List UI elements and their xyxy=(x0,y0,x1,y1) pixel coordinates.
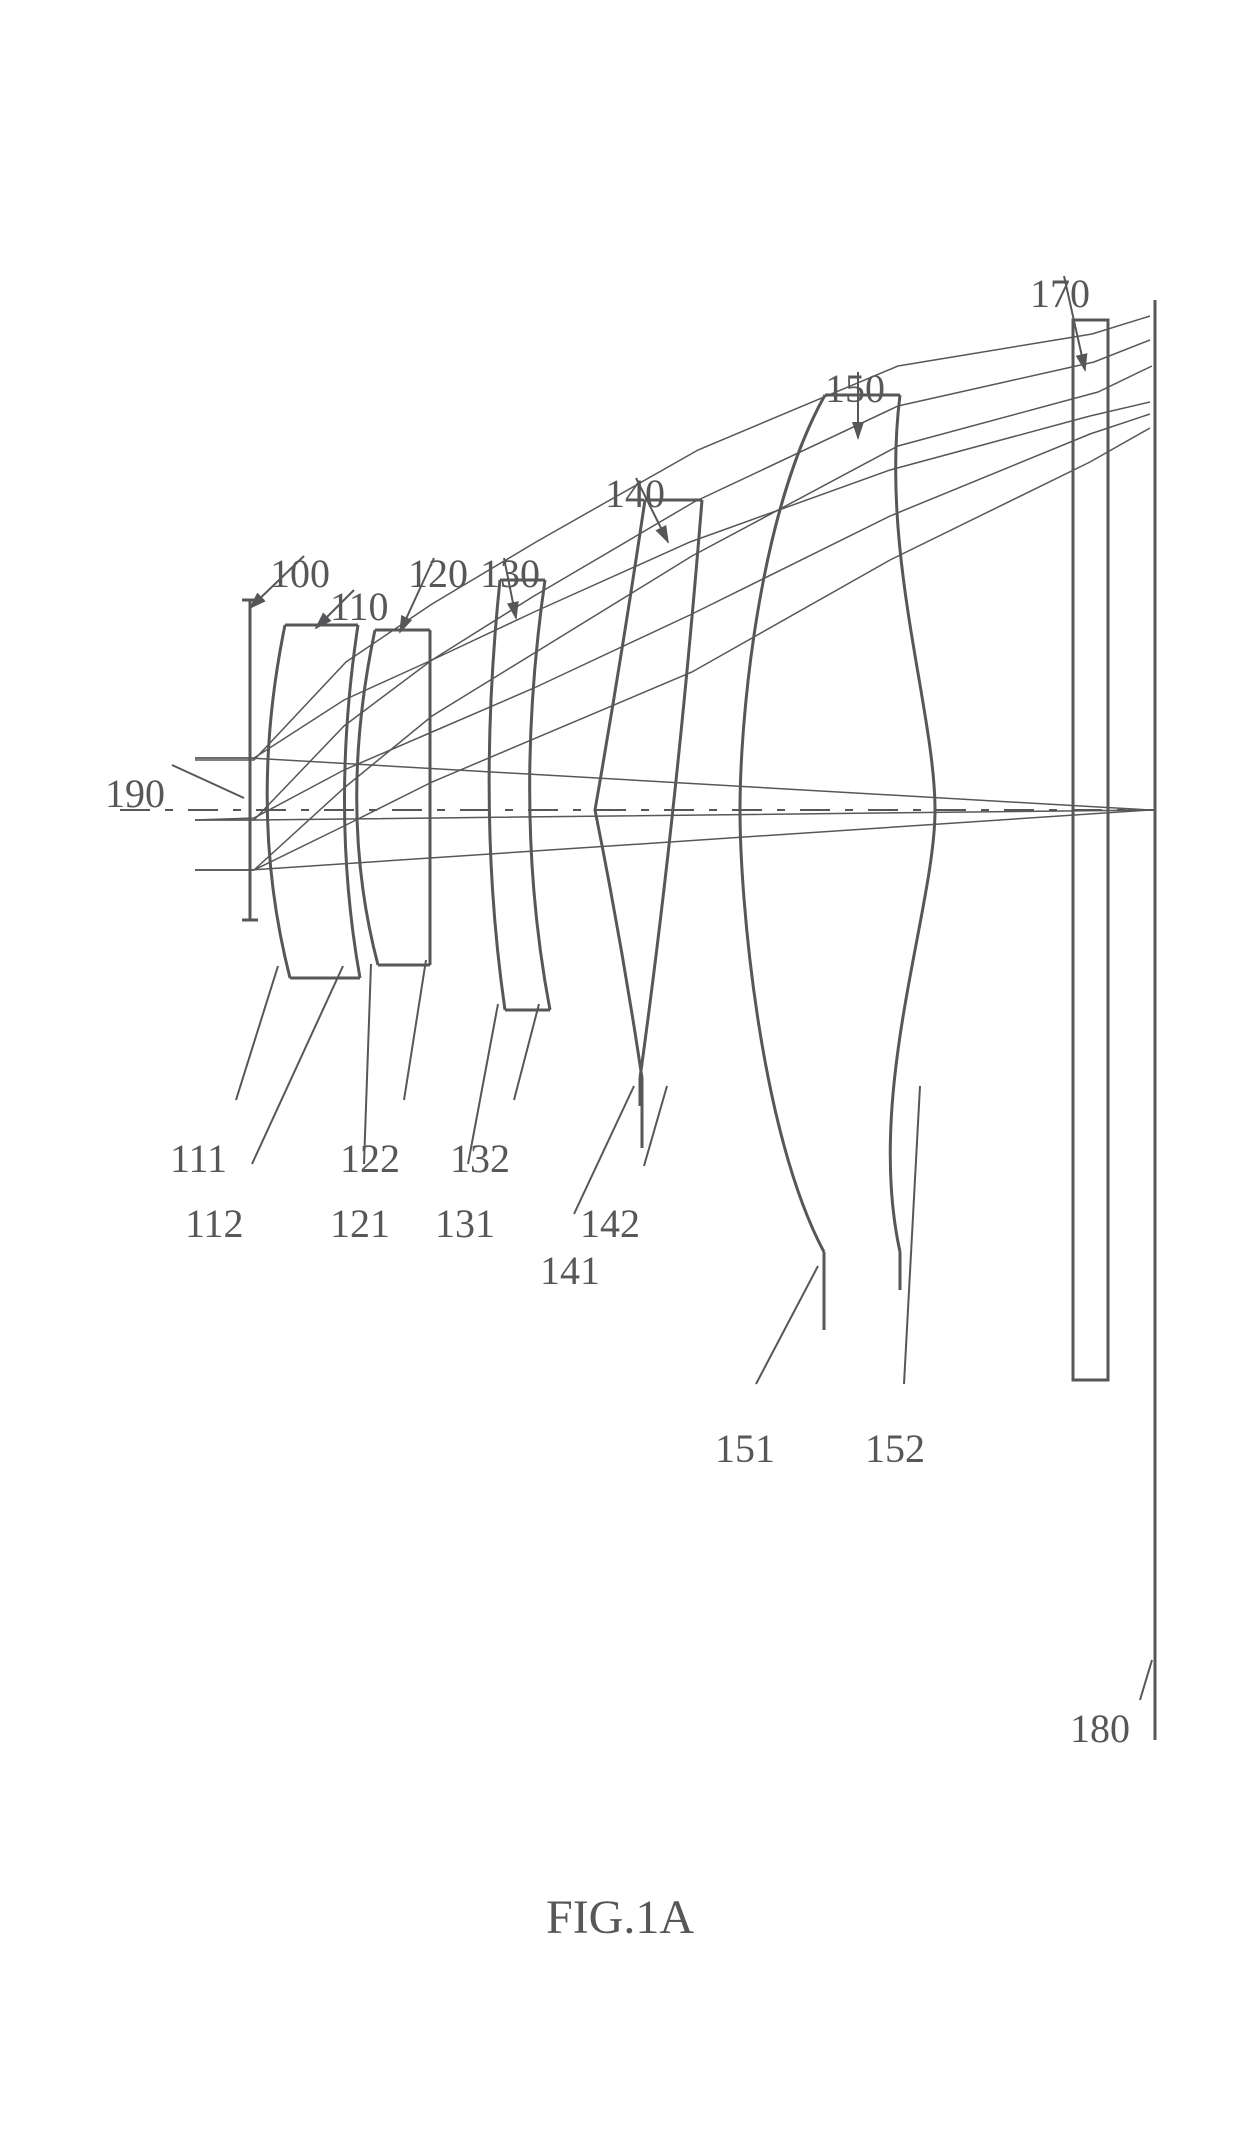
reference-label-132: 132 xyxy=(450,1135,510,1182)
reference-label-100: 100 xyxy=(270,550,330,597)
reference-label-150: 150 xyxy=(825,365,885,412)
reference-label-180: 180 xyxy=(1070,1705,1130,1752)
reference-label-190: 190 xyxy=(105,770,165,817)
reference-label-121: 121 xyxy=(330,1200,390,1247)
reference-label-120: 120 xyxy=(408,550,468,597)
reference-label-110: 110 xyxy=(330,583,389,630)
reference-label-130: 130 xyxy=(480,550,540,597)
reference-label-151: 151 xyxy=(715,1425,775,1472)
reference-label-140: 140 xyxy=(605,470,665,517)
reference-label-131: 131 xyxy=(435,1200,495,1247)
figure-caption: FIG.1A xyxy=(546,1890,694,1945)
reference-label-142: 142 xyxy=(580,1200,640,1247)
reference-label-141: 141 xyxy=(540,1247,600,1294)
optical-lens-diagram: 190 100110 120 130 140 150 170 111 112 121 122 131 1… xyxy=(0,0,1240,2154)
reference-label-111: 111 xyxy=(170,1135,227,1182)
reference-label-152: 152 xyxy=(865,1425,925,1472)
reference-label-112: 112 xyxy=(185,1200,244,1247)
reference-label-170: 170 xyxy=(1030,270,1090,317)
reference-label-122: 122 xyxy=(340,1135,400,1182)
